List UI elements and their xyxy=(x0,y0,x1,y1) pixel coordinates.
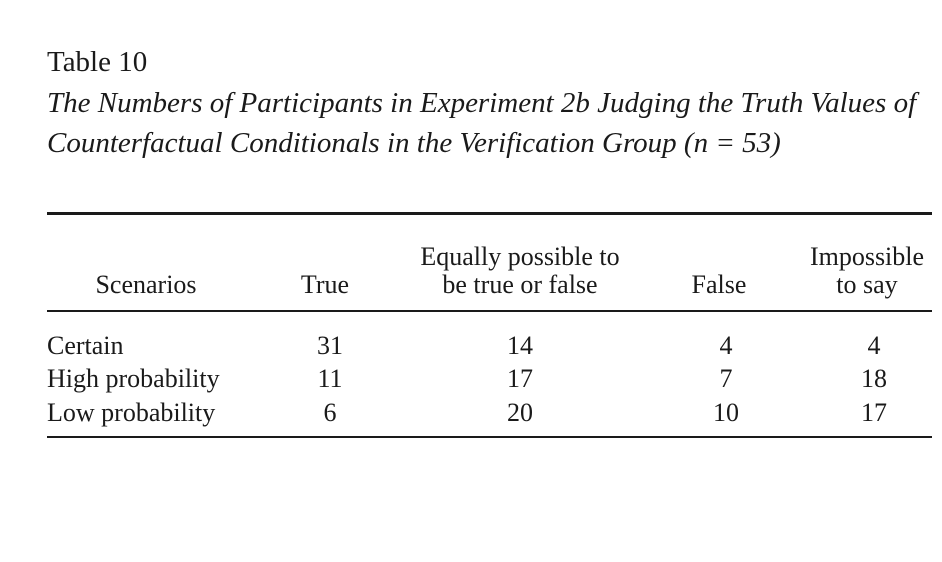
row-certain-false: 4 xyxy=(719,331,733,360)
row-high-probability-true: 11 xyxy=(317,364,343,393)
row-certain-equally: 14 xyxy=(507,331,533,360)
row-low-probability-scenario: Low probability xyxy=(47,398,216,427)
table-top-rule xyxy=(47,212,932,215)
row-certain-scenario: Certain xyxy=(47,331,124,360)
row-certain-impossible: 4 xyxy=(867,331,881,360)
column-header-scenarios: Scenarios xyxy=(95,270,197,299)
table-header-rule xyxy=(47,310,932,312)
column-header-impossible: Impossible to say xyxy=(796,243,938,299)
row-certain-true: 31 xyxy=(317,331,343,360)
row-high-probability-scenario: High probability xyxy=(47,364,220,393)
column-header-true: True xyxy=(300,270,350,299)
table-title: The Numbers of Participants in Experimen… xyxy=(47,87,917,159)
column-header-false: False xyxy=(691,270,747,299)
column-header-impossible-line2: to say xyxy=(836,270,898,299)
table-bottom-rule xyxy=(47,436,932,438)
column-header-equally-possible: Equally possible to be true or false xyxy=(385,243,655,299)
row-low-probability-true: 6 xyxy=(323,398,337,427)
row-high-probability-equally: 17 xyxy=(507,364,533,393)
column-header-equally-possible-line2: be true or false xyxy=(442,270,598,299)
row-high-probability-false: 7 xyxy=(719,364,733,393)
table-label: Table 10 xyxy=(47,46,148,78)
row-low-probability-impossible: 17 xyxy=(861,398,887,427)
row-high-probability-impossible: 18 xyxy=(861,364,887,393)
row-low-probability-false: 10 xyxy=(713,398,739,427)
column-header-equally-possible-line1: Equally possible to xyxy=(420,242,620,271)
row-low-probability-equally: 20 xyxy=(507,398,533,427)
column-header-impossible-line1: Impossible xyxy=(809,242,925,271)
